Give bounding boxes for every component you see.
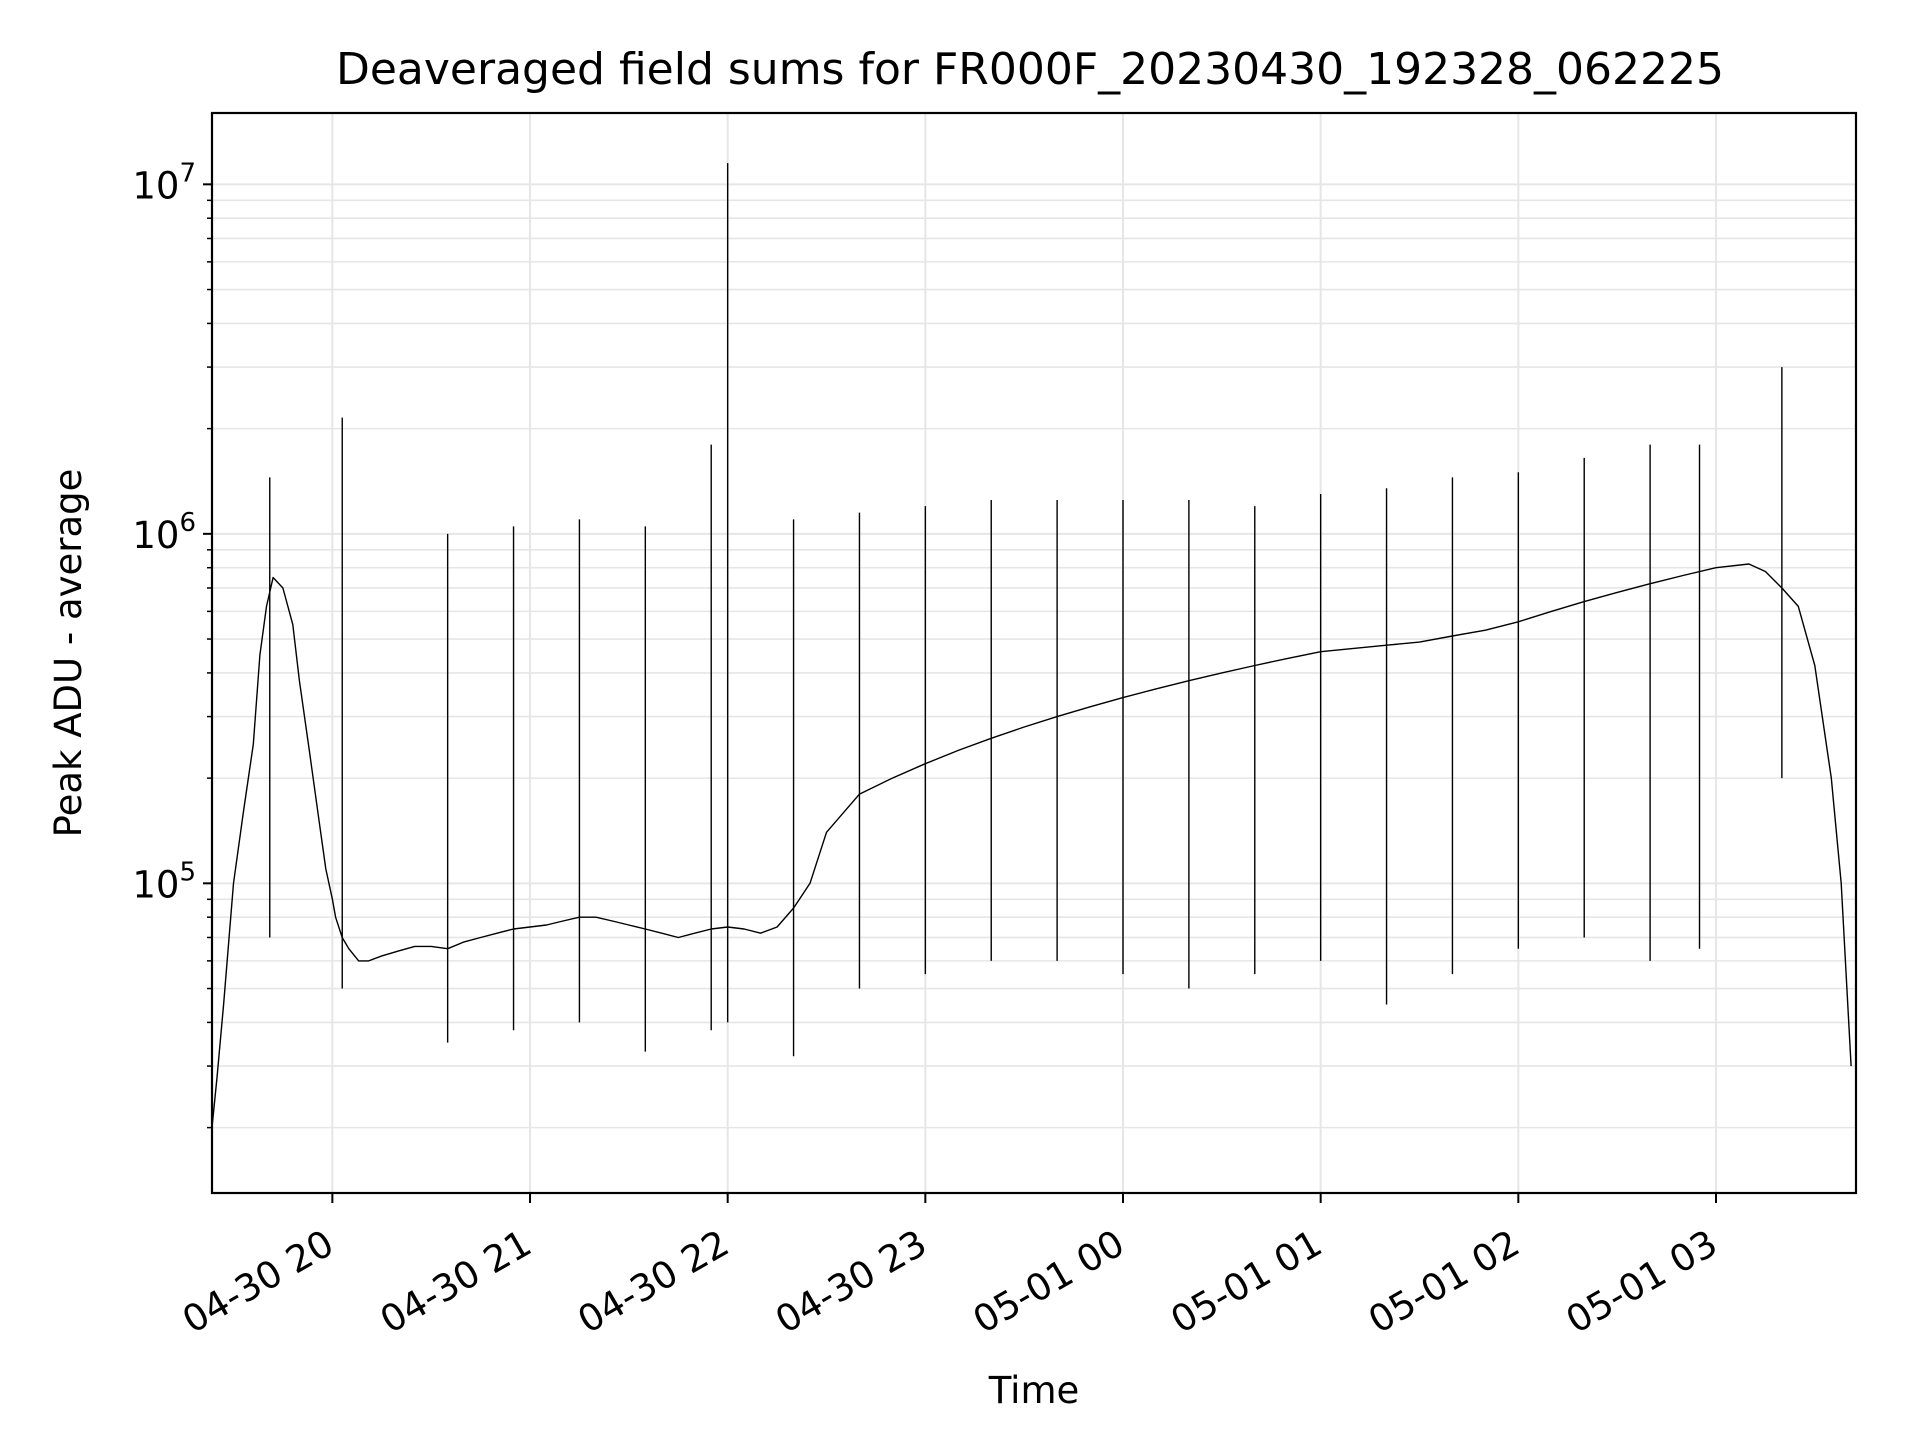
chart-title: Deaveraged field sums for FR000F_2023043… <box>336 44 1724 95</box>
y-tick-label: 106 <box>132 508 196 557</box>
y-tick-label: 107 <box>132 158 196 207</box>
plot-area-frame <box>210 111 1858 1195</box>
x-axis-label: Time <box>988 1369 1080 1412</box>
data-series <box>211 163 1852 1128</box>
y-tick-label: 105 <box>132 857 196 906</box>
grid-lines <box>212 113 1856 1193</box>
series-line <box>211 563 1852 1128</box>
y-axis-label: Peak ADU - average <box>47 469 90 838</box>
y-axis-ticks: 105 106 107 <box>132 158 212 1129</box>
